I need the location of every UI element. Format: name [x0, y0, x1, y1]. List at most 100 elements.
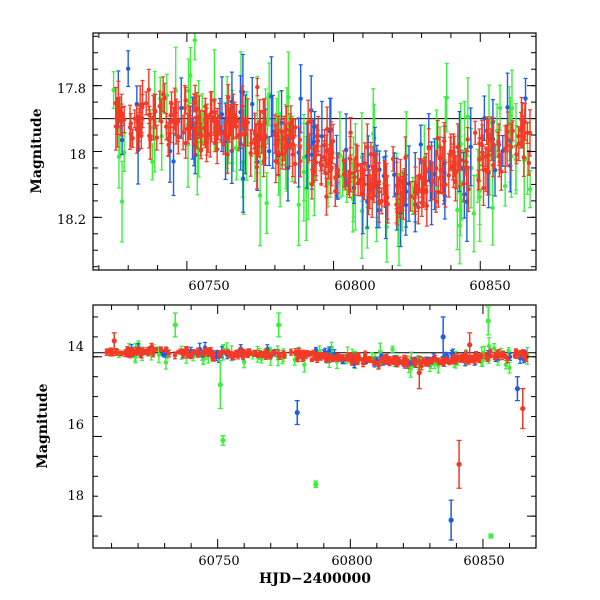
red-data-point — [125, 347, 131, 352]
blue-data-point — [418, 142, 424, 147]
blue-data-point — [319, 133, 325, 139]
red-data-point — [195, 348, 201, 353]
red-data-point — [488, 354, 493, 359]
red-data-point — [132, 116, 137, 121]
green-outlier-point — [220, 437, 226, 444]
bottom-xtick-label: 60850 — [463, 554, 504, 569]
red-data-point — [426, 146, 432, 151]
red-data-point — [363, 352, 368, 357]
red-data-point — [516, 141, 522, 146]
green-outlier-point — [485, 318, 491, 324]
red-data-point — [490, 163, 496, 168]
blue-data-point — [250, 101, 255, 107]
red-data-point — [463, 159, 469, 164]
red-data-point — [376, 363, 382, 368]
red-data-point — [335, 167, 340, 173]
red-data-point — [310, 171, 316, 176]
red-data-point — [213, 125, 218, 130]
blue-data-point — [403, 202, 409, 208]
red-outlier-point — [456, 461, 462, 467]
red-data-point — [446, 173, 452, 178]
red-data-point — [453, 179, 458, 185]
red-data-point — [339, 355, 344, 360]
green-data-point — [465, 114, 471, 120]
blue-data-point — [179, 105, 184, 111]
red-data-point — [382, 354, 388, 359]
red-data-point — [261, 142, 266, 147]
red-data-point — [183, 98, 188, 103]
red-data-point — [184, 347, 190, 352]
green-outlier-point — [276, 322, 282, 328]
red-data-point — [390, 156, 396, 162]
red-data-point — [328, 142, 334, 147]
red-data-point — [293, 125, 298, 130]
red-data-point — [369, 195, 375, 200]
red-data-point — [140, 104, 145, 110]
red-data-point — [324, 126, 330, 132]
red-data-point — [324, 354, 329, 359]
red-data-point — [225, 152, 230, 157]
blue-data-point — [119, 137, 125, 143]
blue-data-point — [505, 105, 510, 110]
red-data-point — [264, 351, 269, 356]
red-data-point — [233, 124, 239, 129]
red-data-point — [290, 128, 295, 134]
red-data-point — [324, 194, 329, 199]
red-data-point — [216, 352, 222, 357]
red-data-point — [259, 351, 265, 357]
red-data-point — [353, 155, 359, 161]
bottom-axis-ticks — [93, 305, 537, 548]
red-data-point — [416, 187, 421, 192]
red-data-point — [129, 347, 134, 352]
red-data-point — [521, 155, 527, 160]
green-data-point — [497, 105, 503, 110]
green-data-point — [264, 200, 269, 206]
green-data-point — [119, 199, 125, 204]
blue-data-point — [392, 172, 397, 178]
top-panel: 60750 60800 60850 17.8 18 18.2 Magnitude — [29, 32, 537, 294]
red-data-point — [176, 349, 181, 355]
red-data-point — [458, 357, 463, 363]
red-data-point — [509, 144, 514, 150]
red-data-point — [386, 358, 391, 364]
red-data-point — [522, 119, 528, 125]
red-data-point — [499, 169, 504, 174]
red-outlier-point — [520, 405, 526, 412]
top-ytick-label: 17.8 — [57, 82, 86, 97]
red-data-point — [263, 133, 268, 138]
bottom-ytick-label: 14 — [67, 340, 84, 355]
red-data-point — [311, 350, 316, 356]
red-data-point — [423, 168, 429, 174]
red-data-point — [272, 131, 278, 137]
top-xtick-label: 60750 — [188, 279, 229, 294]
red-data-point — [159, 119, 164, 124]
top-ytick-label: 18 — [69, 148, 86, 163]
green-data-point — [455, 207, 460, 213]
red-data-point — [489, 136, 495, 141]
red-data-point — [378, 357, 384, 362]
red-data-point — [288, 350, 294, 355]
red-data-point — [192, 141, 197, 146]
red-data-point — [192, 96, 198, 101]
red-data-point — [371, 359, 376, 364]
red-data-point — [166, 351, 172, 356]
red-data-point — [105, 348, 110, 354]
red-outlier-point — [111, 338, 117, 344]
red-data-point — [455, 144, 461, 150]
green-data-point — [503, 362, 509, 367]
bottom-y-axis-title: Magnitude — [35, 383, 51, 468]
blue-data-point — [269, 94, 274, 99]
green-data-point — [509, 106, 515, 111]
red-data-point — [187, 120, 192, 126]
red-data-point — [518, 128, 524, 133]
red-data-point — [145, 348, 150, 353]
top-xtick-label: 60800 — [334, 279, 375, 294]
red-data-point — [368, 152, 374, 157]
red-data-point — [247, 350, 252, 356]
green-data-point — [486, 343, 492, 349]
green-data-point — [301, 169, 307, 175]
blue-data-point — [266, 149, 272, 154]
red-data-point — [461, 181, 466, 187]
red-data-point — [226, 95, 231, 100]
red-data-point — [297, 144, 302, 150]
